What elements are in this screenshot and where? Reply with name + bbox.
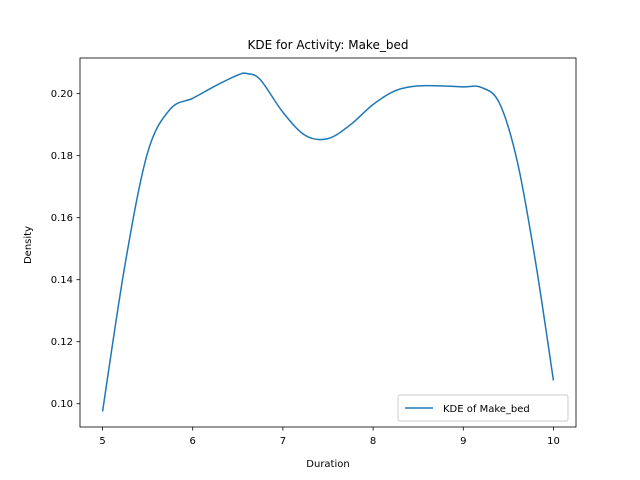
legend-label: KDE of Make_bed — [443, 404, 530, 415]
x-axis-label: Duration — [306, 459, 349, 470]
x-tick-label-2: 7 — [280, 436, 286, 447]
x-tick-label-0: 5 — [99, 436, 105, 447]
x-tick-label-1: 6 — [190, 436, 196, 447]
x-tick-label-5: 10 — [547, 436, 560, 447]
y-tick-label-2: 0.14 — [51, 275, 73, 286]
plot-area: 5 6 7 8 9 10 0.10 0.12 0.14 0.16 0.18 0.20 — [51, 57, 577, 447]
chart-title: KDE for Activity: Make_bed — [248, 38, 409, 52]
axes-frame — [79, 57, 577, 428]
x-tick-label-4: 9 — [460, 436, 466, 447]
y-tick-label-1: 0.12 — [51, 337, 73, 348]
legend: KDE of Make_bed — [397, 394, 569, 422]
series-line-0 — [101, 72, 555, 412]
y-tick-label-3: 0.16 — [51, 213, 73, 224]
x-tick-label-3: 8 — [370, 436, 376, 447]
y-tick-label-5: 0.20 — [51, 89, 73, 100]
legend-box — [397, 394, 569, 422]
y-tick-label-4: 0.18 — [51, 151, 73, 162]
y-tick-label-0: 0.10 — [51, 399, 73, 410]
y-axis-label: Density — [23, 226, 34, 264]
